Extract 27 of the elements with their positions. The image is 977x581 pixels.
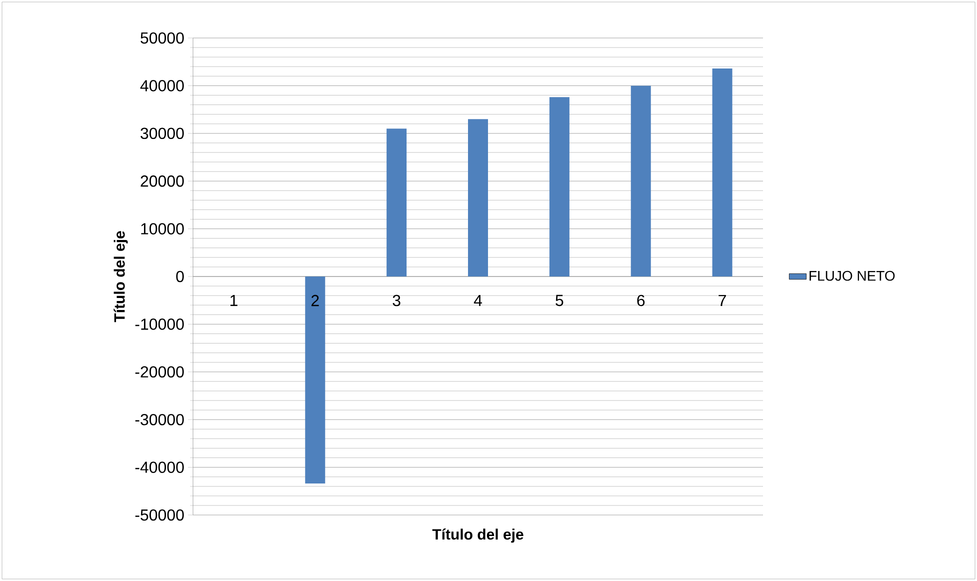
- y-tick-label: -30000: [135, 414, 184, 426]
- y-tick-label: -50000: [135, 509, 184, 521]
- x-tick-label: 5: [556, 294, 564, 306]
- y-tick-label: 30000: [140, 128, 184, 140]
- y-tick-label: 20000: [140, 175, 184, 187]
- y-tick-label: -20000: [135, 366, 184, 378]
- y-axis-title: Título del eje: [114, 231, 128, 322]
- legend-label: FLUJO NETO: [810, 270, 895, 281]
- y-tick-label: -10000: [135, 318, 184, 330]
- bar: [468, 119, 488, 276]
- bar: [712, 68, 732, 276]
- bar: [305, 276, 326, 484]
- y-tick-label: 0: [176, 270, 184, 282]
- x-tick-label: 1: [230, 294, 238, 306]
- x-tick-label: 6: [637, 294, 645, 306]
- y-tick-label: 10000: [141, 223, 184, 234]
- x-tick-label: 4: [474, 294, 482, 306]
- x-tick-label: 2: [311, 294, 319, 306]
- y-tick-label: 50000: [140, 32, 184, 44]
- bar: [386, 128, 407, 276]
- x-tick-label: 3: [392, 294, 400, 306]
- x-tick-label: 7: [718, 294, 726, 306]
- y-tick-label: 40000: [140, 80, 184, 92]
- bar: [630, 86, 651, 276]
- y-tick-label: -40000: [135, 462, 184, 473]
- x-axis-title: Título del eje: [432, 528, 524, 543]
- bar: [549, 97, 570, 276]
